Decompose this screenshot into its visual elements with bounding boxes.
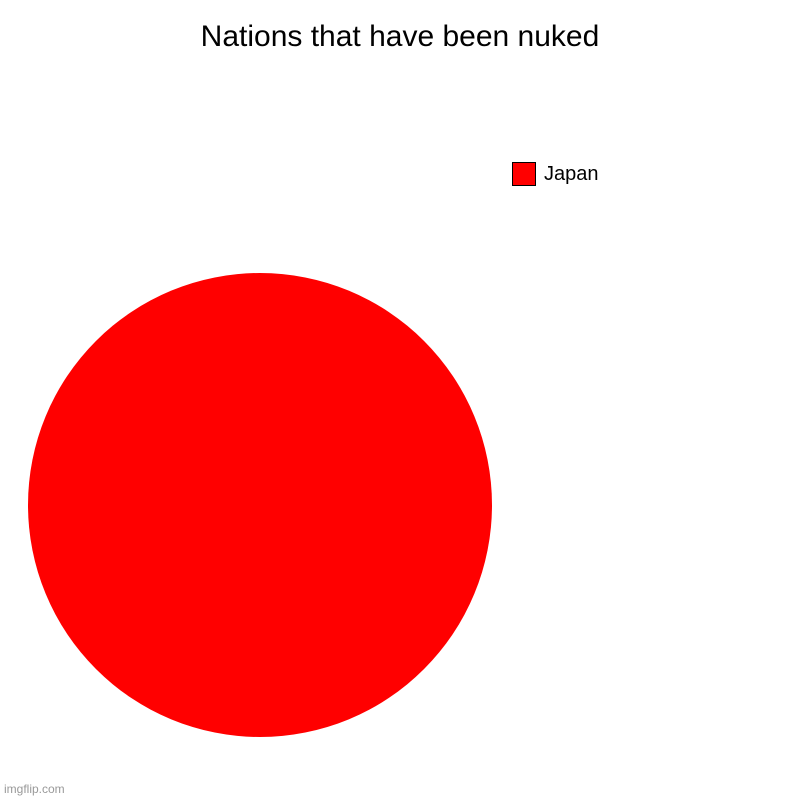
legend-label: Japan: [544, 163, 599, 186]
watermark: imgflip.com: [4, 782, 65, 796]
legend: Japan: [512, 162, 599, 186]
pie-chart: [28, 273, 492, 737]
chart-container: Nations that have been nuked Japan imgfl…: [0, 0, 800, 800]
chart-title: Nations that have been nuked: [0, 20, 800, 54]
legend-swatch: [512, 162, 536, 186]
